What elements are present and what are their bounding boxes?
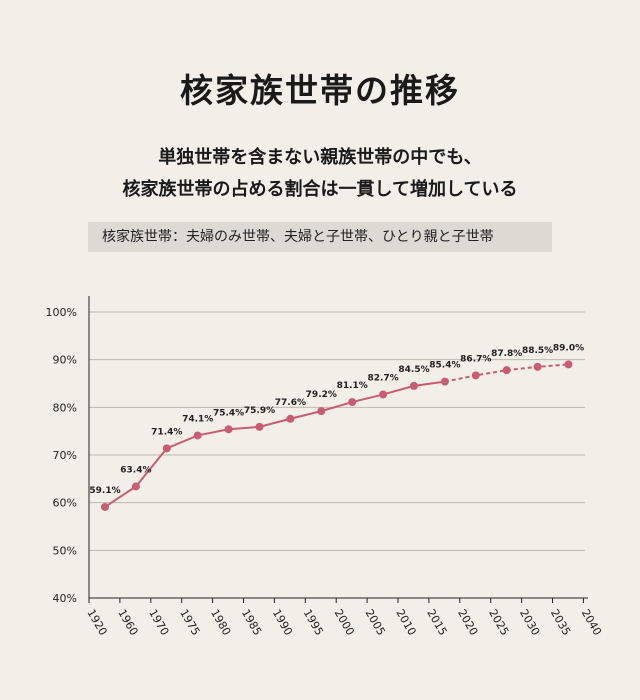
data-label: 84.5% [398, 365, 429, 375]
x-tick-label: 1960 [115, 607, 140, 638]
data-label: 82.7% [367, 373, 398, 383]
data-label: 86.7% [460, 354, 491, 364]
y-tick-label: 50% [53, 544, 77, 557]
x-tick-label: 1990 [270, 607, 295, 638]
data-point [533, 362, 542, 371]
y-tick-label: 70% [53, 449, 77, 462]
x-tick-label: 1985 [239, 607, 264, 638]
data-label: 79.2% [306, 390, 337, 400]
data-label: 75.9% [244, 406, 275, 416]
page-title: 核家族世帯の推移 [180, 71, 460, 110]
data-point [286, 414, 295, 423]
data-label: 85.4% [429, 361, 460, 371]
y-tick-label: 60% [53, 497, 77, 510]
data-point [224, 425, 233, 434]
x-tick-label: 1970 [146, 607, 171, 638]
data-point [502, 366, 511, 375]
data-point [348, 398, 357, 407]
data-point [193, 431, 202, 440]
data-label: 87.8% [491, 349, 522, 359]
y-tick-label: 90% [53, 354, 77, 367]
data-label: 59.1% [89, 486, 120, 496]
data-point [162, 444, 171, 453]
x-tick-label: 2035 [548, 607, 573, 638]
data-label: 71.4% [151, 427, 182, 437]
x-tick-label: 2025 [486, 607, 511, 638]
data-label: 75.4% [213, 408, 244, 418]
x-tick-label: 1980 [208, 607, 233, 638]
chart-subtitle: 単独世帯を含まない親族世帯の中でも、 核家族世帯の占める割合は一貫して増加してい… [0, 142, 640, 206]
series-line-observed [104, 380, 446, 508]
data-point [410, 381, 418, 390]
data-label: 77.6% [275, 398, 306, 408]
definition-note: 核家族世帯：夫婦のみ世帯、夫婦と子世帯、ひとり親と子世帯 [88, 222, 552, 252]
data-label: 63.4% [120, 465, 151, 475]
x-tick-label: 2040 [579, 607, 604, 638]
data-label: 81.1% [337, 381, 368, 391]
x-tick-label: 2010 [393, 607, 418, 638]
y-tick-label: 100% [46, 306, 77, 319]
data-point [317, 407, 326, 416]
data-point [101, 502, 109, 511]
x-tick-label: 2005 [363, 607, 388, 638]
data-point [440, 377, 449, 386]
x-tick-label: 2015 [424, 607, 449, 638]
series-line-projected [444, 363, 569, 383]
x-tick-label: 1975 [177, 607, 202, 638]
x-tick-label: 1995 [301, 607, 326, 638]
subtitle-line-1: 単独世帯を含まない親族世帯の中でも、 [158, 147, 482, 168]
data-point [471, 371, 480, 380]
data-point [379, 390, 388, 399]
data-label: 88.5% [522, 346, 553, 356]
x-tick-label: 2000 [332, 607, 357, 638]
data-label: 89.0% [553, 343, 584, 353]
subtitle-line-2: 核家族世帯の占める割合は一貫して増加している [122, 179, 518, 200]
data-label: 74.1% [182, 414, 213, 424]
x-tick-label: 2020 [455, 607, 480, 638]
data-point [131, 482, 140, 491]
y-tick-label: 40% [53, 592, 77, 605]
x-tick-label: 2030 [517, 607, 542, 638]
x-tick-label: 1920 [84, 607, 109, 638]
y-tick-label: 80% [53, 401, 77, 414]
data-point [255, 422, 264, 431]
data-point [564, 360, 573, 369]
